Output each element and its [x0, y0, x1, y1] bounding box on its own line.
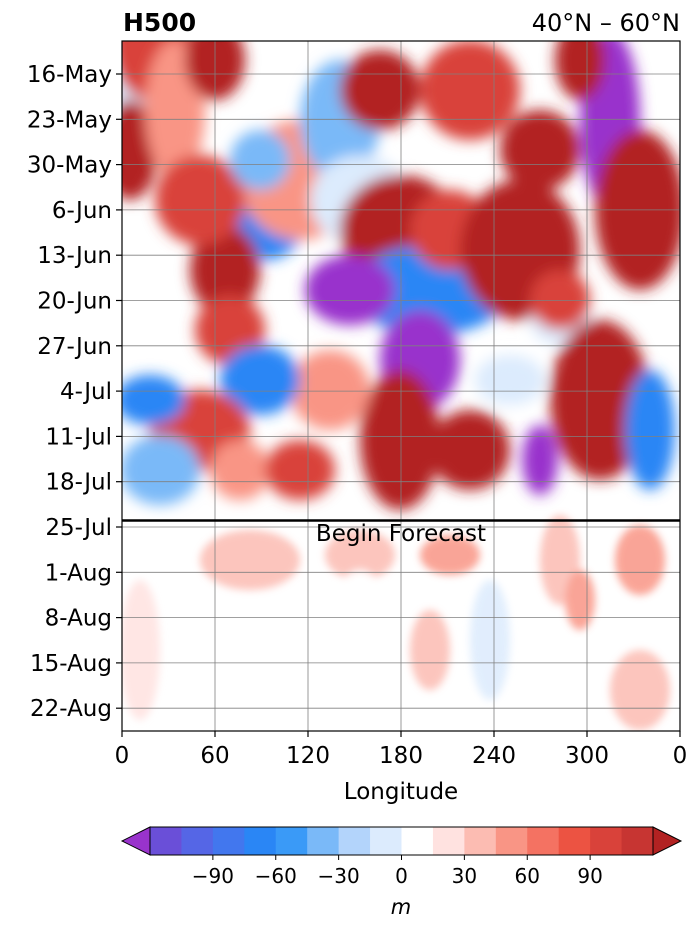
colorbar-segment — [244, 827, 277, 855]
x-tick-label: 0 — [673, 743, 688, 769]
field-blob — [200, 530, 300, 590]
field-blob — [340, 50, 420, 130]
field-blob — [420, 535, 480, 575]
x-axis-label: Longitude — [344, 779, 458, 805]
field-blob — [420, 41, 520, 140]
y-tick-label: 8-Aug — [45, 606, 112, 632]
colorbar-tick-label: 30 — [452, 864, 477, 888]
field-blob — [530, 270, 590, 330]
colorbar-segment — [401, 827, 434, 855]
colorbar-segment — [527, 827, 560, 855]
field-blob — [220, 345, 300, 415]
colorbar-segment — [275, 827, 308, 855]
x-tick-label: 60 — [200, 743, 229, 769]
field-blob — [475, 355, 545, 405]
field-blob — [265, 440, 335, 500]
field-blob — [122, 375, 185, 425]
field-blob — [410, 610, 450, 690]
colorbar-segment — [212, 827, 245, 855]
y-tick-label: 13-Jun — [37, 243, 112, 269]
y-tick-label: 11-Jul — [45, 424, 112, 450]
colorbar-segment — [558, 827, 591, 855]
field-blob — [325, 530, 395, 580]
colorbar-tick-label: −30 — [318, 864, 360, 888]
field-blob — [305, 255, 395, 325]
colorbar-segment — [621, 827, 654, 855]
field-blob — [210, 440, 270, 500]
colorbar-extend-high — [652, 826, 683, 856]
x-tick-label: 300 — [565, 743, 609, 769]
field-blob — [470, 580, 510, 700]
field-blob — [565, 570, 595, 630]
field-blob — [522, 425, 558, 495]
field-blob — [335, 570, 385, 650]
field-blob — [290, 350, 370, 430]
colorbar-segment — [590, 827, 623, 855]
colorbar-tick-label: 60 — [515, 864, 540, 888]
y-tick-label: 27-Jun — [37, 334, 112, 360]
colorbar-segment — [181, 827, 214, 855]
colorbar-label: m — [391, 895, 411, 919]
field-blob — [500, 110, 580, 190]
begin-forecast-label: Begin Forecast — [316, 521, 486, 547]
colorbar-tick-label: −60 — [255, 864, 297, 888]
x-tick-label: 0 — [115, 743, 130, 769]
colorbar-segment — [370, 827, 402, 855]
field-blob — [430, 410, 510, 490]
y-tick-label: 18-Jul — [45, 470, 112, 496]
y-axis: 16-May 23-May 30-May 6-Jun 13-Jun 20-Jun 27-Ju… — [27, 62, 122, 722]
field-blob — [122, 435, 200, 505]
y-tick-label: 16-May — [27, 62, 112, 88]
colorbar-tick-label: 90 — [577, 864, 602, 888]
y-tick-label: 30-May — [27, 153, 112, 179]
colorbar: −90 −60 −30 0 30 60 90 — [120, 826, 683, 888]
x-axis: 0 60 120 180 240 300 0 — [115, 731, 688, 769]
x-tick-label: 120 — [286, 743, 330, 769]
y-tick-label: 1-Aug — [45, 560, 112, 586]
field-blob — [230, 130, 290, 190]
field-blob — [555, 41, 605, 100]
colorbar-segment — [432, 827, 465, 855]
field-blob — [625, 370, 675, 490]
y-tick-label: 20-Jun — [37, 289, 112, 315]
y-tick-label: 25-Jul — [45, 515, 112, 541]
forecast-field — [122, 515, 670, 730]
colorbar-segment — [338, 827, 371, 855]
y-tick-label: 23-May — [27, 107, 112, 133]
plot-area — [122, 41, 680, 731]
colorbar-tick-label: 0 — [395, 864, 408, 888]
chart-title-right: 40°N – 60°N — [532, 9, 680, 37]
colorbar-segment — [307, 827, 340, 855]
colorbar-extend-low — [120, 826, 151, 856]
chart-title-left: H500 — [123, 8, 196, 37]
x-tick-label: 180 — [379, 743, 423, 769]
y-tick-label: 4-Jul — [60, 379, 112, 405]
grid-lines — [122, 41, 680, 731]
field-blob — [122, 580, 160, 720]
field-blob — [610, 650, 670, 730]
field-blob — [360, 370, 440, 510]
colorbar-segment — [464, 827, 497, 855]
x-tick-label: 240 — [472, 743, 516, 769]
field-blob — [155, 155, 245, 245]
field-blob — [550, 320, 650, 480]
colorbar-segment — [495, 827, 528, 855]
colorbar-tick-label: −90 — [192, 864, 234, 888]
y-tick-label: 6-Jun — [52, 198, 112, 224]
field-blob — [615, 525, 665, 595]
colorbar-segment — [150, 827, 182, 855]
y-tick-label: 15-Aug — [30, 651, 112, 677]
field-blob — [190, 225, 260, 315]
y-tick-label: 22-Aug — [30, 696, 112, 722]
